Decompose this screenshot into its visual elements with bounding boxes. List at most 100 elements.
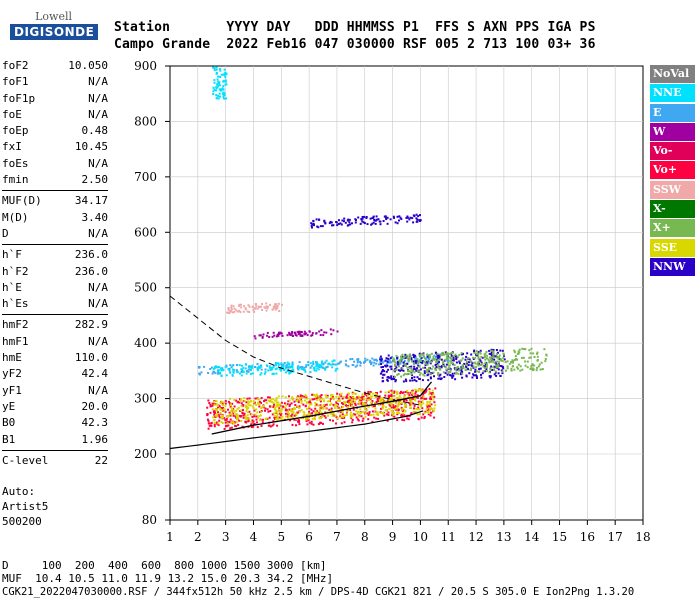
echo-point-sse [396,411,399,414]
echo-point-vo- [229,427,232,430]
echo-point-nnw [414,361,417,364]
echo-point-nnw [335,221,338,223]
echo-point-e [403,359,406,362]
echo-point-nne [213,81,216,84]
param-name: MUF(D) [2,194,42,208]
echo-point-x- [422,366,425,369]
echo-point-vo- [403,399,405,402]
echo-point-nne [215,87,218,89]
echo-point-x- [435,360,438,363]
echo-point-sse [397,396,400,399]
autoscale-info: Auto: Artist5 500200 [2,484,48,529]
echo-point-x- [485,370,488,373]
echo-point-sse [303,399,306,402]
echo-point-nnw [398,219,400,222]
param-value: 20.0 [81,399,109,413]
echo-point-x- [526,360,529,363]
param-row: yF1 N/A [2,383,108,399]
echo-point-nnw [324,222,327,225]
echo-point-vo- [324,416,327,419]
echo-point-vo- [289,419,292,422]
echo-point-vo- [218,416,221,419]
echo-point-e [390,356,393,358]
echo-point-vo- [240,415,243,417]
echo-point-w [254,337,257,340]
echo-point-sse [333,404,336,407]
echo-point-nne [309,362,312,365]
echo-point-x- [395,368,398,371]
echo-point-vo- [209,405,212,408]
echo-point-sse [244,415,247,418]
echo-point-vo- [254,397,257,400]
echo-point-vo- [312,410,315,413]
echo-point-sse [358,400,361,403]
echo-point-nnw [406,215,409,218]
echo-point-nnw [384,216,387,219]
echo-point-vo- [420,416,423,419]
echo-point-nne [334,369,337,372]
echo-point-sse [285,404,288,407]
echo-point-sse [274,406,277,409]
echo-point-ssw [238,303,241,306]
echo-point-x- [516,366,519,369]
echo-point-nnw [435,366,438,368]
echo-point-vo- [325,403,328,406]
echo-point-nnw [318,218,321,221]
echo-point-nnw [344,221,347,224]
echo-point-sse [410,399,413,402]
echo-point-nne [256,366,259,369]
echo-point-nne [316,361,318,364]
y-tick-label: 800 [134,114,157,128]
echo-point-sse [341,415,344,418]
param-row: yF2 42.4 [2,366,108,382]
echo-point-sse [368,398,371,401]
echo-point-nnw [390,368,393,371]
echo-point-sse [306,397,309,400]
echo-point-vo- [213,425,216,428]
echo-point-nnw [446,373,449,376]
echo-point-vo- [253,423,256,426]
echo-point-vo- [252,425,255,428]
echo-point-e [401,361,404,364]
echo-point-nnw [404,353,407,356]
param-row: foEs N/A [2,156,108,172]
param-row: D N/A [2,226,108,242]
echo-point-x- [402,356,405,359]
echo-point-nnw [354,221,357,224]
x-tick-label: 4 [250,530,258,544]
echo-point-nne [292,370,295,373]
echo-point-ssw [228,309,231,312]
echo-point-sse [222,401,225,404]
echo-point-x- [489,358,492,361]
param-value: 282.9 [74,318,108,332]
echo-point-nne [321,360,324,363]
echo-point-nne [238,372,241,375]
echo-point-sse [258,403,261,406]
echo-point-nnw [365,216,368,218]
echo-point-nnw [311,223,314,226]
echo-point-nnw [455,357,458,359]
echo-point-x- [430,368,433,371]
echo-point-ssw [278,310,281,312]
echo-point-sse [370,395,373,398]
param-name: yE [2,399,16,413]
echo-point-x- [482,365,485,368]
echo-point-e [318,365,321,368]
echo-point-nnw [479,359,482,362]
legend-nnw: NNW [650,257,695,276]
echo-point-nnw [501,372,504,375]
echo-point-nnw [321,225,324,228]
echo-point-vo- [324,411,327,414]
echo-point-sse [356,412,359,415]
echo-point-nnw [312,220,315,223]
echo-point-sse [403,409,406,412]
echo-point-vo- [346,393,349,396]
echo-point-x- [532,352,535,355]
echo-point-vo- [224,418,227,421]
echo-point-vo- [381,403,384,406]
echo-point-vo- [426,409,429,412]
echo-point-nne [267,369,270,372]
echo-point-sse [323,399,326,402]
echo-point-vo- [210,422,213,425]
